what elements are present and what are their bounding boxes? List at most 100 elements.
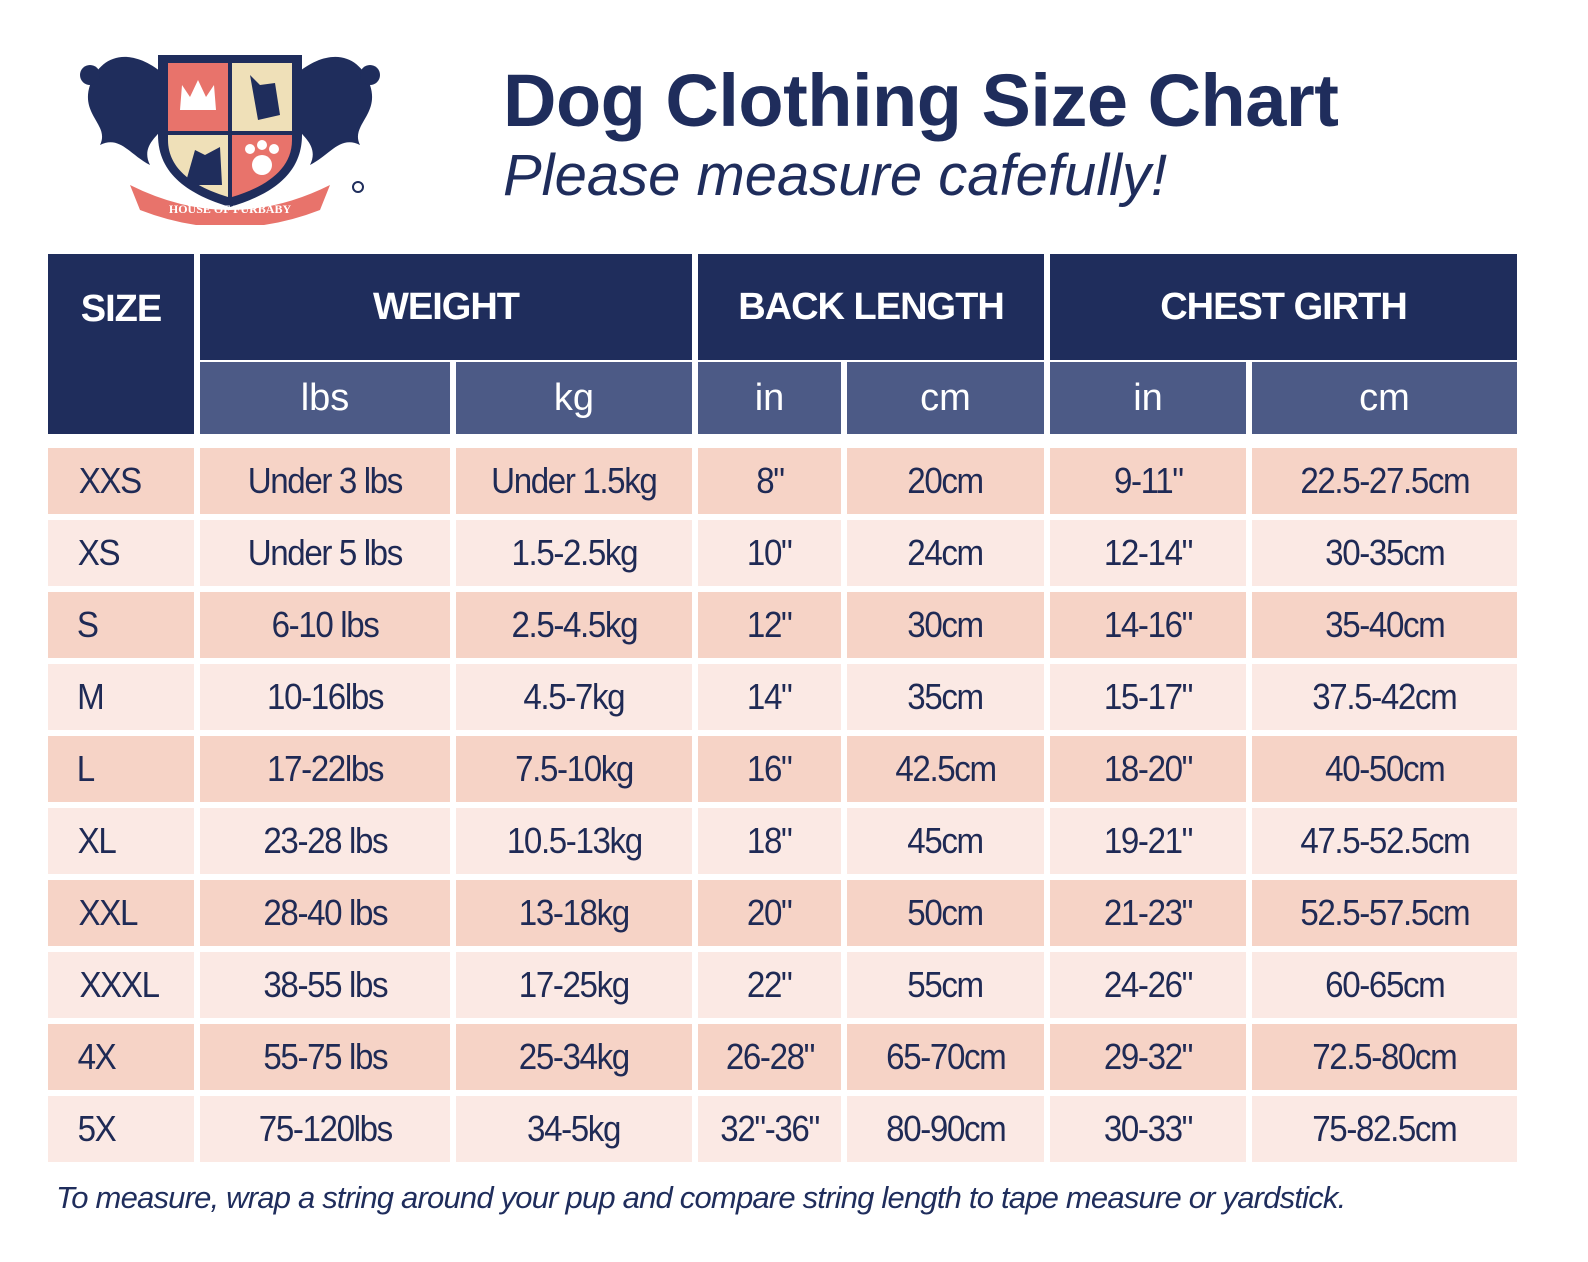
table-cell-weight-kg: 7.5-10kg [456,736,692,802]
cell-text: 24-26" [1103,964,1194,1005]
table-cell-back-cm: 24cm [847,520,1044,586]
cell-text: 20cm [907,460,985,501]
table-cell-weight-lbs: 28-40 lbs [200,880,450,946]
cell-text: 10-16lbs [266,676,384,717]
cell-text: 47.5-52.5cm [1300,820,1470,861]
cell-text: 55cm [907,964,985,1005]
table-cell-back-in: 14" [698,664,841,730]
cell-text: 23-28 lbs [263,820,388,861]
cell-text: 35-40cm [1324,604,1446,645]
table-cell-size: S [48,592,194,658]
cell-text: 38-55 lbs [263,964,388,1005]
table-cell-weight-lbs: Under 5 lbs [200,520,450,586]
table-cell-back-in: 32"-36" [698,1096,841,1162]
table-cell-chest-in: 24-26" [1050,952,1246,1018]
cell-text: XL [77,820,117,861]
table-cell-weight-kg: 17-25kg [456,952,692,1018]
cell-text: 50cm [907,892,985,933]
table-cell-back-in: 10" [698,520,841,586]
cell-text: 7.5-10kg [515,748,634,789]
cell-text: 12-14" [1103,532,1194,573]
cell-text: Under 1.5kg [491,460,658,501]
cell-text: 32"-36" [720,1108,820,1149]
cell-text: 16" [747,748,793,789]
unit-back-in: in [698,360,841,434]
table-cell-back-cm: 35cm [847,664,1044,730]
table-cell-size: XXL [48,880,194,946]
cell-text: 75-82.5cm [1312,1108,1457,1149]
cell-text: S [76,604,99,645]
table-cell-back-in: 22" [698,952,841,1018]
cell-text: 30-33" [1103,1108,1194,1149]
table-cell-weight-kg: 1.5-2.5kg [456,520,692,586]
table-cell-weight-kg: 4.5-7kg [456,664,692,730]
cell-text: 18-20" [1103,748,1194,789]
table-cell-size: XS [48,520,194,586]
table-cell-weight-lbs: 38-55 lbs [200,952,450,1018]
cell-text: 10" [747,532,793,573]
header-back-length: BACK LENGTH [698,254,1044,360]
table-cell-back-cm: 30cm [847,592,1044,658]
cell-text: XXL [78,892,139,933]
table-cell-chest-cm: 22.5-27.5cm [1252,448,1517,514]
cell-text: XS [77,532,121,573]
cell-text: L [76,748,95,789]
cell-text: Under 3 lbs [247,460,404,501]
table-cell-chest-in: 9-11" [1050,448,1246,514]
cell-text: 20" [747,892,793,933]
cell-text: 17-25kg [518,964,630,1005]
header-size: SIZE [48,254,194,434]
table-cell-back-cm: 20cm [847,448,1044,514]
cell-text: 72.5-80cm [1312,1036,1457,1077]
unit-weight-lbs: lbs [200,360,450,434]
page-subtitle: Please measure cafefully! [503,143,1168,208]
table-cell-back-in: 18" [698,808,841,874]
cell-text: 30-35cm [1324,532,1446,573]
cell-text: 2.5-4.5kg [511,604,638,645]
cell-text: 5X [77,1108,117,1149]
table-cell-weight-lbs: 55-75 lbs [200,1024,450,1090]
table-cell-chest-cm: 47.5-52.5cm [1252,808,1517,874]
cell-text: 65-70cm [885,1036,1007,1077]
table-cell-chest-in: 29-32" [1050,1024,1246,1090]
cell-text: 22" [747,964,793,1005]
cell-text: 12" [747,604,793,645]
table-cell-weight-kg: 10.5-13kg [456,808,692,874]
table-cell-back-cm: 65-70cm [847,1024,1044,1090]
cell-text: 26-28" [725,1036,815,1077]
table-cell-back-cm: 42.5cm [847,736,1044,802]
unit-chest-cm: cm [1252,360,1517,434]
table-cell-back-cm: 55cm [847,952,1044,1018]
cell-text: 35cm [907,676,985,717]
cell-text: 25-34kg [518,1036,630,1077]
cell-text: 45cm [907,820,985,861]
table-cell-back-cm: 50cm [847,880,1044,946]
cell-text: 4.5-7kg [523,676,626,717]
table-cell-chest-cm: 72.5-80cm [1252,1024,1517,1090]
table-cell-chest-in: 19-21" [1050,808,1246,874]
table-cell-weight-kg: 34-5kg [456,1096,692,1162]
table-cell-chest-cm: 35-40cm [1252,592,1517,658]
cell-text: 14" [747,676,793,717]
cell-text: 17-22lbs [266,748,384,789]
table-cell-size: XXS [48,448,194,514]
table-cell-weight-kg: 2.5-4.5kg [456,592,692,658]
cell-text: XXS [78,460,143,501]
cell-text: 13-18kg [518,892,630,933]
table-cell-chest-cm: 30-35cm [1252,520,1517,586]
table-header: SIZE WEIGHT BACK LENGTH CHEST GIRTH lbs … [48,254,1517,434]
table-cell-weight-lbs: 75-120lbs [200,1096,450,1162]
cell-text: 30cm [907,604,985,645]
table-cell-chest-cm: 60-65cm [1252,952,1517,1018]
table-cell-chest-cm: 75-82.5cm [1252,1096,1517,1162]
table-cell-weight-kg: 13-18kg [456,880,692,946]
table-cell-back-in: 16" [698,736,841,802]
cell-text: 55-75 lbs [263,1036,388,1077]
cell-text: 4X [77,1036,117,1077]
cell-text: 42.5cm [895,748,997,789]
table-cell-weight-lbs: 17-22lbs [200,736,450,802]
table-cell-chest-cm: 52.5-57.5cm [1252,880,1517,946]
cell-text: 22.5-27.5cm [1300,460,1470,501]
table-cell-weight-kg: Under 1.5kg [456,448,692,514]
table-cell-chest-in: 30-33" [1050,1096,1246,1162]
